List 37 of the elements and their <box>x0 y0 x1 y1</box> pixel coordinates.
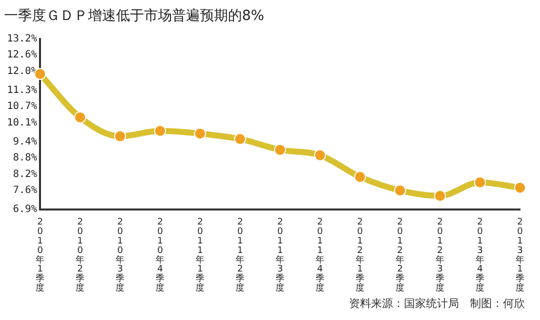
text: 资料来源：国家统计局 制图：何欣 <box>348 296 525 311</box>
x-tick-label: 2013年4季度 <box>476 217 485 294</box>
chart-title: 一季度ＧＤＰ增速低于市场普遍预期的8% <box>4 7 264 24</box>
x-tick-label: 2013年1季度 <box>516 217 524 294</box>
x-tick-label: 2012年2季度 <box>396 217 405 294</box>
x-tick-label: 2010年4季度 <box>156 217 165 294</box>
x-tick-label: 2011年3季度 <box>276 217 285 294</box>
y-tick-label: 12.6% <box>6 50 38 61</box>
y-tick-label: 8.2% <box>13 168 38 180</box>
point <box>434 190 446 202</box>
y-tick-label: 8.8% <box>13 152 38 164</box>
point <box>514 182 526 194</box>
point <box>354 170 366 183</box>
x-tick-label: 2012年1季度 <box>356 217 365 294</box>
x-tick-label: 2010年3季度 <box>116 217 125 294</box>
point <box>114 130 126 142</box>
y-tick-label: 10.7% <box>6 101 38 112</box>
x-tick-label: 2012年3季度 <box>436 217 445 294</box>
y-tick-label: 7.6% <box>13 185 38 196</box>
x-tick-label: 2011年4季度 <box>316 217 325 294</box>
y-tick-label: 13.2% <box>6 33 38 44</box>
point <box>274 144 286 156</box>
point <box>314 149 326 162</box>
y-tick-label: 10.1% <box>6 117 38 128</box>
y-tick-label: 9.4% <box>13 136 38 148</box>
x-tick-label: 2011年1季度 <box>196 217 205 294</box>
point <box>154 124 166 137</box>
point <box>74 111 86 124</box>
x-tick-label: 2011年2季度 <box>236 217 245 294</box>
point <box>474 176 486 188</box>
y-tick-label: 6.9% <box>13 204 38 215</box>
point <box>234 132 246 145</box>
x-tick-label: 2010年2季度 <box>76 217 85 294</box>
x-tick-label: 2010年1季度 <box>36 217 45 294</box>
point <box>194 128 206 140</box>
y-tick-label: 11.3% <box>6 84 38 96</box>
point <box>394 184 406 196</box>
